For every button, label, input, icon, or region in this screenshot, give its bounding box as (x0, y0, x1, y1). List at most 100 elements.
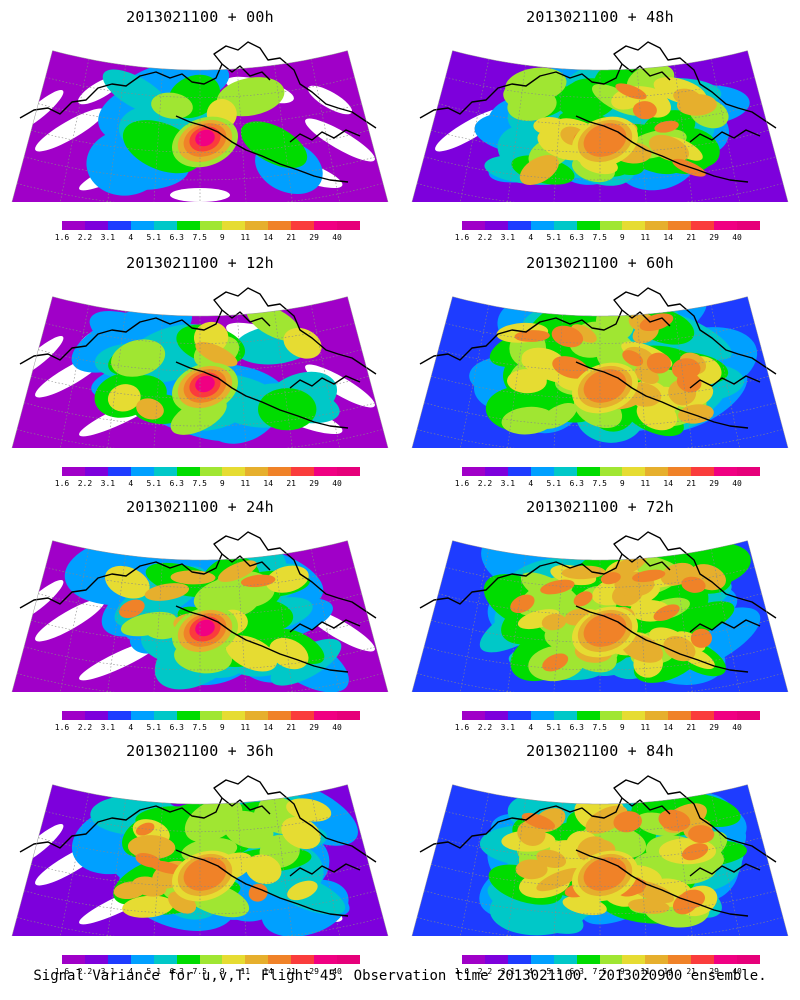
colorbar-swatch (84, 467, 108, 476)
variance-contour (195, 341, 238, 367)
variance-contour (600, 572, 621, 585)
variance-contour (654, 120, 679, 133)
colorbar-swatch (337, 955, 360, 964)
colorbar-tick-label: 7.5 (192, 233, 207, 242)
colorbar-swatch (507, 955, 531, 964)
colorbar-tick-label: 6.3 (569, 233, 584, 242)
map-frame (11, 296, 389, 448)
variance-contour (690, 628, 712, 648)
colorbar-tick-label: 5.1 (146, 967, 162, 976)
colorbar-swatch (153, 221, 177, 230)
graticule (16, 548, 384, 692)
variance-contour (573, 591, 593, 607)
variance-contour (240, 574, 276, 588)
forecast-panel: 2013021100 + 24h 1.6 2.2 3.1 4 5.1 6.3 7.5 9 11 14… (0, 490, 400, 733)
colorbar-labels: 1.6 2.2 3.1 4 5.1 6.3 7.5 9 11 14 21 29 40 (55, 723, 360, 733)
colorbar-swatch (268, 955, 292, 964)
variance-map (409, 41, 791, 202)
variance-contour (663, 636, 696, 662)
colorbar-swatch (199, 221, 223, 230)
variance-contour (136, 398, 164, 420)
colorbar-swatch (507, 467, 531, 476)
colorbar-tick-label: 21 (286, 967, 296, 976)
variance-contour (536, 868, 581, 892)
variance-contour (265, 565, 309, 593)
variance-contour (218, 560, 257, 583)
colorbar-swatch (291, 711, 315, 720)
figure-caption: Signal Variance for u,v,T. Flight 45. Ob… (33, 968, 767, 984)
colorbar-tick-label: 2.2 (77, 233, 93, 242)
colorbar-tick-label: 6.3 (569, 479, 584, 488)
colorbar-tick-label: 29 (709, 967, 719, 976)
variance-contour (245, 854, 282, 885)
colorbar-swatch (62, 955, 85, 964)
colorbar-swatch (714, 467, 738, 476)
variance-contour (170, 188, 230, 202)
variance-contour (107, 384, 141, 412)
colorbar-tick-label: 9 (619, 723, 625, 732)
colorbar-tick-label: 11 (240, 967, 251, 976)
colorbar-swatch (599, 711, 623, 720)
colorbar-tick-label: 29 (709, 723, 719, 732)
colorbar-tick-label: 1.6 (454, 479, 470, 488)
colorbar-swatch (462, 711, 485, 720)
forecast-panel: 2013021100 + 48h 1.6 2.2 3.1 4 5.1 6.3 7.5 9 11 14… (400, 0, 800, 242)
colorbar-swatch (130, 955, 154, 964)
panel-title: 2013021100 + 36h (126, 742, 274, 760)
colorbar-swatch (737, 221, 760, 230)
colorbar-tick-label: 6.3 (169, 723, 184, 732)
colorbar-labels: 1.6 2.2 3.1 4 5.1 6.3 7.5 9 11 14 21 29 40 (455, 967, 760, 977)
colorbar-swatch (553, 955, 577, 964)
graticule (16, 58, 384, 202)
panel-title: 2013021100 + 48h (526, 8, 674, 26)
graticule (16, 304, 384, 448)
colorbar-swatch (130, 467, 154, 476)
colorbar-tick-label: 3.1 (100, 479, 116, 488)
variance-field (9, 540, 391, 692)
variance-map (409, 775, 791, 936)
colorbar-tick-label: 40 (332, 723, 342, 732)
colorbar-tick-label: 3.1 (500, 233, 516, 242)
colorbar-swatch (84, 221, 108, 230)
map-frame (411, 296, 789, 448)
colorbar-swatch (84, 711, 108, 720)
panel-title: 2013021100 + 84h (526, 742, 674, 760)
colorbar-swatch (291, 221, 315, 230)
colorbar-tick-label: 7.5 (192, 723, 207, 732)
colorbar-tick-label: 4 (128, 233, 134, 242)
colorbar-swatch (691, 711, 715, 720)
variance-contour (688, 825, 715, 844)
colorbar-swatch (245, 955, 269, 964)
colorbar-swatch (337, 711, 360, 720)
colorbar-swatch (245, 467, 269, 476)
colorbar-tick-label: 11 (240, 479, 251, 488)
colorbar-tick-label: 40 (732, 723, 742, 732)
variance-contour (628, 898, 670, 914)
variance-contour (632, 569, 666, 583)
colorbar-tick-label: 7.5 (592, 967, 607, 976)
colorbar-swatch (530, 467, 554, 476)
variance-contour (514, 330, 550, 342)
colorbar-tick-label: 7.5 (592, 479, 607, 488)
colorbar-swatch (107, 711, 131, 720)
panel-title: 2013021100 + 72h (526, 498, 674, 516)
colorbar-tick-label: 11 (240, 723, 251, 732)
variance-contour (676, 94, 717, 116)
colorbar-tick-label: 9 (619, 479, 625, 488)
colorbar-swatch (714, 955, 738, 964)
colorbar (62, 221, 360, 230)
colorbar-tick-label: 5.1 (146, 479, 162, 488)
colorbar-tick-label: 11 (240, 233, 251, 242)
colorbar-swatch (245, 711, 269, 720)
variance-contour (632, 101, 657, 120)
variance-map (9, 287, 391, 448)
variance-contour (519, 154, 559, 186)
colorbar-tick-label: 4 (528, 233, 534, 242)
colorbar-tick-label: 40 (732, 479, 742, 488)
colorbar-swatch (268, 221, 292, 230)
colorbar-swatch (462, 467, 485, 476)
variance-contour (503, 82, 552, 113)
colorbar-swatch (530, 221, 554, 230)
colorbar-swatch (507, 221, 531, 230)
coastline (19, 775, 377, 917)
